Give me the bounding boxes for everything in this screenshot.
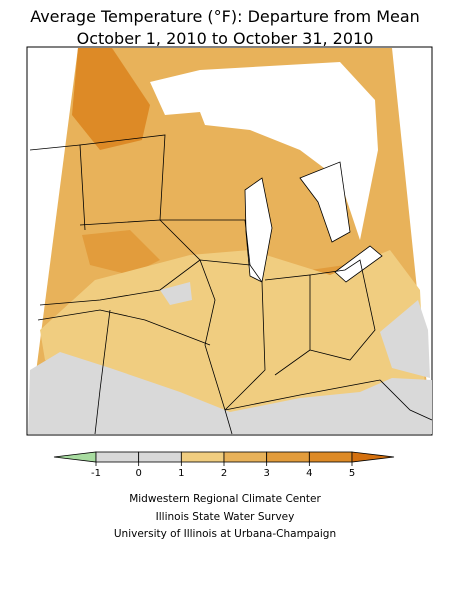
tick-label: 5 bbox=[349, 468, 355, 479]
state-line bbox=[160, 219, 251, 266]
tick-label: 1 bbox=[178, 468, 184, 479]
map bbox=[26, 46, 433, 436]
lake bbox=[334, 245, 383, 283]
state-line bbox=[264, 274, 311, 376]
region-0-1 bbox=[380, 300, 430, 378]
tick-label: 0 bbox=[135, 468, 141, 479]
state-line bbox=[37, 309, 211, 346]
colorbar-segment bbox=[223, 451, 268, 463]
region-0-1 bbox=[160, 282, 192, 305]
state-line bbox=[29, 144, 81, 151]
title-line: October 1, 2010 to October 31, 2010 bbox=[77, 29, 374, 48]
colorbar-segment bbox=[266, 451, 310, 463]
tick-label: 2 bbox=[221, 468, 227, 479]
tick-label: 4 bbox=[306, 468, 312, 479]
colorbar-segment bbox=[308, 451, 353, 463]
colorbar-segment bbox=[138, 451, 182, 463]
state-line bbox=[309, 259, 376, 361]
tick-label: 3 bbox=[263, 468, 269, 479]
no-data-area bbox=[150, 62, 378, 240]
region-3-4 bbox=[82, 230, 160, 275]
colorbar-segment bbox=[180, 451, 225, 463]
state-line bbox=[79, 134, 166, 231]
colorbar-arrow bbox=[53, 451, 97, 463]
region-4-5 bbox=[72, 48, 150, 150]
state-line bbox=[94, 309, 111, 435]
credit-line: University of Illinois at Urbana-Champai… bbox=[114, 528, 336, 540]
tick-label: -1 bbox=[91, 468, 101, 479]
region-0-1 bbox=[28, 352, 432, 434]
title-line: Average Temperature (°F): Departure from… bbox=[30, 7, 420, 26]
credit-line: Illinois State Water Survey bbox=[156, 511, 295, 523]
colorbar: -1 0 1 2 3 4 5 bbox=[53, 451, 395, 479]
state-line bbox=[224, 379, 433, 421]
credit-line: Midwestern Regional Climate Center bbox=[129, 493, 321, 505]
state-line bbox=[39, 259, 201, 306]
lake bbox=[299, 161, 351, 243]
colorbar-arrow bbox=[351, 451, 395, 463]
colorbar-segment bbox=[95, 451, 140, 463]
state-line bbox=[199, 259, 266, 411]
region-1-2 bbox=[40, 250, 425, 415]
